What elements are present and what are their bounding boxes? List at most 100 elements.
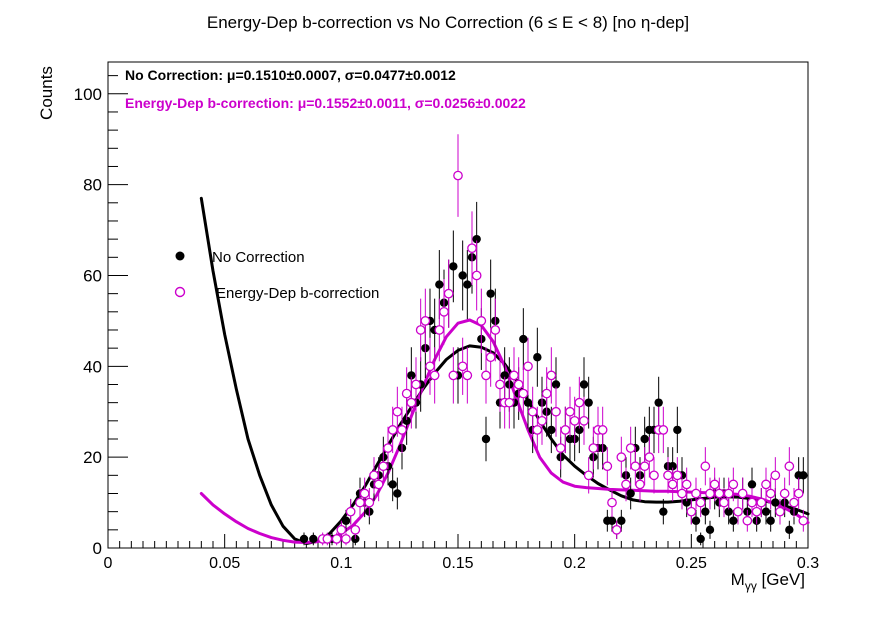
data-point <box>401 388 412 399</box>
data-points <box>299 134 809 546</box>
data-point <box>751 506 762 517</box>
data-point <box>373 479 384 490</box>
data-point <box>369 470 379 481</box>
y-tick-label: 60 <box>83 266 102 285</box>
data-point <box>682 498 691 507</box>
data-point <box>602 461 613 472</box>
data-point <box>644 452 655 463</box>
x-tick-label: 0.05 <box>209 555 240 572</box>
data-point <box>785 525 794 535</box>
data-point <box>775 506 785 517</box>
data-point <box>747 480 757 489</box>
data-point <box>701 507 710 516</box>
data-point <box>481 434 491 444</box>
data-point <box>709 479 720 490</box>
data-point <box>663 470 673 481</box>
data-point <box>420 316 431 326</box>
data-point <box>518 388 529 399</box>
data-point <box>471 270 482 281</box>
data-point <box>658 425 669 435</box>
data-point <box>504 397 515 408</box>
data-point <box>527 406 538 417</box>
data-point <box>575 425 584 435</box>
data-point <box>756 497 767 508</box>
legend: No Correction Energy-Dep b-correction <box>174 249 379 302</box>
data-point <box>495 379 505 390</box>
data-point <box>784 461 795 472</box>
data-point <box>625 443 636 453</box>
data-point <box>667 479 678 490</box>
data-point <box>476 316 487 326</box>
data-point <box>668 462 677 471</box>
data-point <box>673 425 682 435</box>
data-point <box>383 443 393 453</box>
data-point <box>439 306 449 317</box>
data-point <box>393 489 402 498</box>
data-point <box>560 425 571 435</box>
data-point <box>546 370 557 381</box>
data-point <box>453 170 463 181</box>
data-point <box>364 497 375 508</box>
x-tick-label: 0.3 <box>797 555 819 572</box>
legend-label-no-correction: No Correction <box>212 249 305 266</box>
data-point <box>588 443 599 453</box>
data-point <box>434 325 445 335</box>
data-point <box>640 434 649 444</box>
data-point <box>448 370 459 381</box>
data-point <box>345 506 356 517</box>
x-axis-label: Mγγ [GeV] <box>731 570 805 593</box>
data-point <box>425 361 435 372</box>
data-point <box>616 452 627 463</box>
data-point <box>541 388 552 399</box>
data-point <box>341 534 351 544</box>
data-point <box>309 534 318 544</box>
data-point <box>574 397 585 408</box>
data-point <box>392 406 403 417</box>
y-tick-label: 20 <box>83 448 102 467</box>
data-point <box>555 443 566 453</box>
data-point <box>695 497 706 508</box>
data-point <box>659 507 668 516</box>
data-point <box>467 243 477 254</box>
data-point <box>611 524 622 535</box>
data-point <box>402 416 411 426</box>
data-point <box>639 461 650 472</box>
data-point <box>737 488 748 499</box>
data-point <box>565 406 575 417</box>
data-point <box>331 534 342 544</box>
data-point <box>654 398 663 407</box>
data-point <box>443 288 454 299</box>
data-point <box>607 516 617 525</box>
data-point <box>728 479 739 490</box>
data-point <box>388 480 397 489</box>
data-point <box>481 370 491 381</box>
data-point <box>719 497 729 508</box>
data-point <box>458 271 467 280</box>
data-point <box>747 497 757 508</box>
data-point <box>677 488 687 499</box>
data-point <box>569 415 580 426</box>
y-tick-label: 40 <box>83 357 102 376</box>
x-tick-label: 0.1 <box>330 555 352 572</box>
data-point <box>547 425 556 435</box>
data-point <box>415 325 426 335</box>
data-point <box>523 361 533 372</box>
data-point <box>457 361 468 372</box>
data-point <box>696 534 705 544</box>
data-point <box>387 425 398 435</box>
data-point <box>617 516 626 525</box>
data-point <box>463 280 472 289</box>
data-point <box>579 380 589 389</box>
x-axis: 0 0.05 0.1 0.15 0.2 0.25 0.3 <box>104 534 819 572</box>
data-point <box>490 325 501 335</box>
data-point <box>681 479 692 490</box>
data-point <box>765 488 776 499</box>
data-point <box>621 479 631 490</box>
data-point <box>519 334 528 344</box>
x-tick-label: 0.15 <box>442 555 473 572</box>
y-axis: 0 20 40 60 80 100 <box>74 75 128 558</box>
legend-label-energy-dep: Energy-Dep b-correction <box>216 285 379 302</box>
data-point <box>771 498 780 507</box>
data-point <box>355 497 365 508</box>
data-point <box>770 470 781 481</box>
